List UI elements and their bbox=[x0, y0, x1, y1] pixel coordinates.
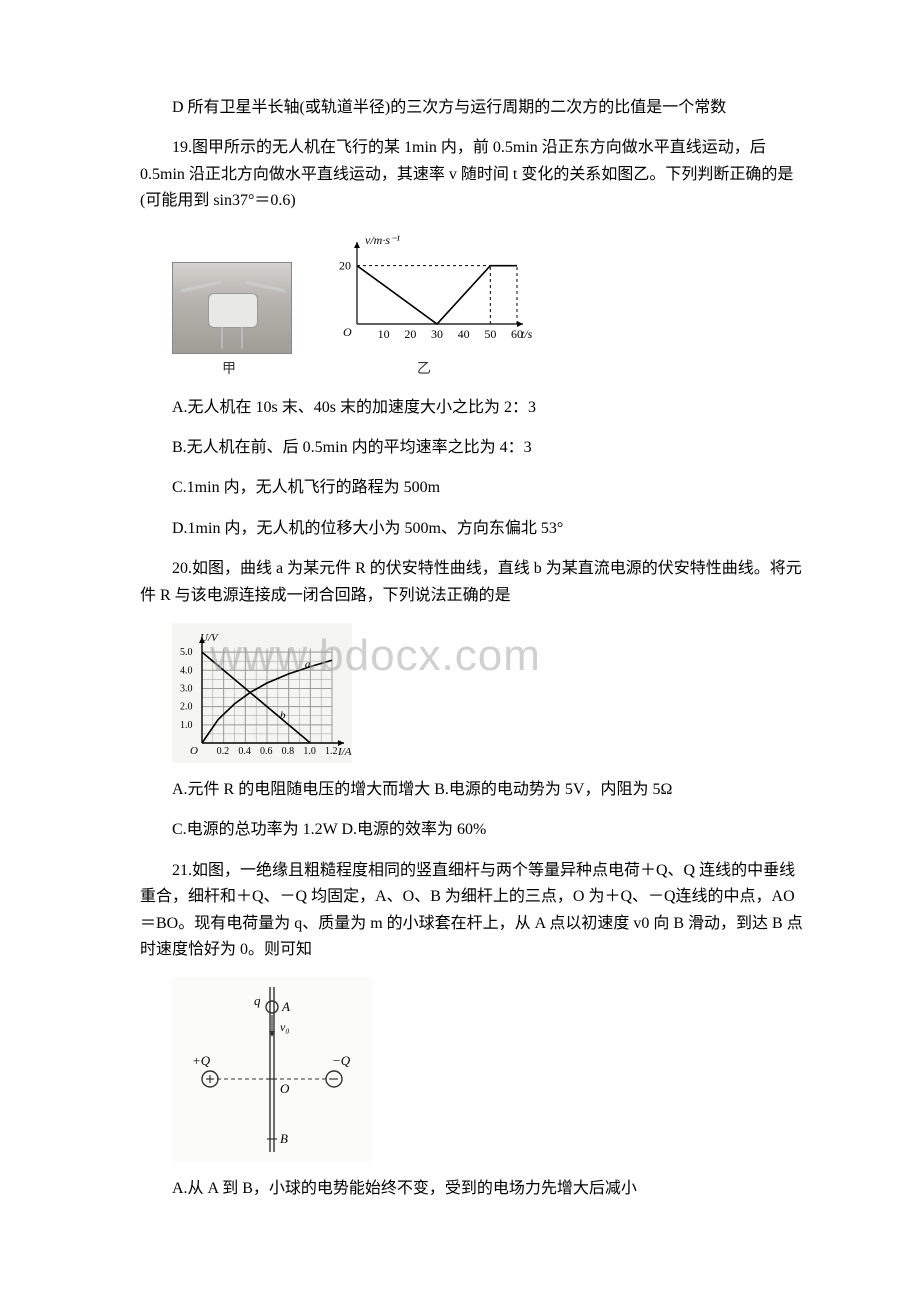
svg-text:U/V: U/V bbox=[200, 632, 219, 644]
q20-opt-line1: A.元件 R 的电阻随电压的增大而增大 B.电源的电动势为 5V，内阻为 5Ω bbox=[140, 777, 810, 803]
svg-text:v/m·s⁻¹: v/m·s⁻¹ bbox=[365, 233, 400, 247]
svg-text:60: 60 bbox=[511, 327, 523, 341]
q19-opt-a: A.无人机在 10s 末、40s 末的加速度大小之比为 2：3 bbox=[140, 395, 810, 421]
q19-figure-left: 甲 bbox=[172, 262, 292, 381]
content-wrapper: D 所有卫星半长轴(或轨道半径)的三次方与运行周期的二次方的比值是一个常数 19… bbox=[140, 95, 810, 1203]
option-d-prev: D 所有卫星半长轴(或轨道半径)的三次方与运行周期的二次方的比值是一个常数 bbox=[140, 95, 810, 121]
svg-text:3.0: 3.0 bbox=[180, 683, 193, 694]
svg-text:I/A: I/A bbox=[337, 746, 352, 758]
svg-text:b: b bbox=[280, 709, 286, 721]
drone-photo bbox=[172, 262, 292, 354]
svg-text:20: 20 bbox=[339, 258, 351, 272]
q19-opt-b: B.无人机在前、后 0.5min 内的平均速率之比为 4：3 bbox=[140, 435, 810, 461]
q21-opt-a: A.从 A 到 B，小球的电势能始终不变，受到的电场力先增大后减小 bbox=[140, 1176, 810, 1202]
svg-text:10: 10 bbox=[378, 327, 390, 341]
svg-text:B: B bbox=[280, 1131, 288, 1146]
q19-opt-c: C.1min 内，无人机飞行的路程为 500m bbox=[140, 475, 810, 501]
q19-figure-row: 甲 v/m·s⁻¹t/s20102030405060O 乙 bbox=[172, 229, 810, 381]
svg-text:A: A bbox=[281, 999, 290, 1014]
caption-jia: 甲 bbox=[172, 358, 292, 381]
svg-text:4.0: 4.0 bbox=[180, 665, 193, 676]
q19-figure-right: v/m·s⁻¹t/s20102030405060O 乙 bbox=[322, 229, 532, 381]
svg-text:1.0: 1.0 bbox=[303, 746, 316, 757]
svg-text:−Q: −Q bbox=[332, 1053, 351, 1068]
svg-text:+Q: +Q bbox=[192, 1053, 211, 1068]
vt-chart: v/m·s⁻¹t/s20102030405060O bbox=[322, 229, 532, 354]
svg-text:1.2: 1.2 bbox=[325, 746, 338, 757]
svg-text:30: 30 bbox=[431, 327, 443, 341]
svg-text:1.0: 1.0 bbox=[180, 720, 193, 731]
svg-text:50: 50 bbox=[484, 327, 496, 341]
svg-text:0.6: 0.6 bbox=[260, 746, 273, 757]
svg-text:O: O bbox=[280, 1081, 290, 1096]
svg-text:0.8: 0.8 bbox=[282, 746, 295, 757]
charge-diagram: q Av₀ +Q −Q O B bbox=[172, 977, 372, 1162]
q20-opt-line2: C.电源的总功率为 1.2W D.电源的效率为 60% bbox=[140, 817, 810, 843]
svg-text:20: 20 bbox=[404, 327, 416, 341]
svg-text:O: O bbox=[190, 745, 198, 757]
caption-yi: 乙 bbox=[322, 358, 532, 381]
svg-text:0.2: 0.2 bbox=[217, 746, 230, 757]
svg-text:q: q bbox=[254, 993, 261, 1008]
svg-text:5.0: 5.0 bbox=[180, 647, 193, 658]
iv-chart: a b U/V I/A 0.2 0.4 0.6 0.8 1.0 1.2 1.0 2.0 3.0 4.0 5.… bbox=[172, 623, 352, 763]
svg-text:0.4: 0.4 bbox=[238, 746, 251, 757]
svg-text:O: O bbox=[343, 325, 352, 339]
q21-stem: 21.如图，一绝缘且粗糙程度相同的竖直细杆与两个等量异种点电荷＋Q、Q 连线的中… bbox=[140, 858, 810, 964]
svg-text:v₀: v₀ bbox=[280, 1020, 290, 1034]
svg-text:2.0: 2.0 bbox=[180, 702, 193, 713]
svg-text:40: 40 bbox=[458, 327, 470, 341]
svg-text:a: a bbox=[305, 659, 311, 671]
q20-stem: 20.如图，曲线 a 为某元件 R 的伏安特性曲线，直线 b 为某直流电源的伏安… bbox=[140, 556, 810, 609]
q19-stem: 19.图甲所示的无人机在飞行的某 1min 内，前 0.5min 沿正东方向做水… bbox=[140, 135, 810, 214]
q19-opt-d: D.1min 内，无人机的位移大小为 500m、方向东偏北 53° bbox=[140, 516, 810, 542]
